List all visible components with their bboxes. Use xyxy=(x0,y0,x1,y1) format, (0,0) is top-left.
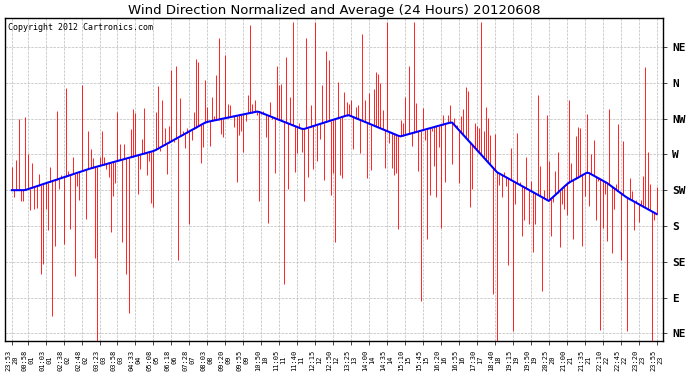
Text: Copyright 2012 Cartronics.com: Copyright 2012 Cartronics.com xyxy=(8,23,153,32)
Title: Wind Direction Normalized and Average (24 Hours) 20120608: Wind Direction Normalized and Average (2… xyxy=(128,4,540,17)
